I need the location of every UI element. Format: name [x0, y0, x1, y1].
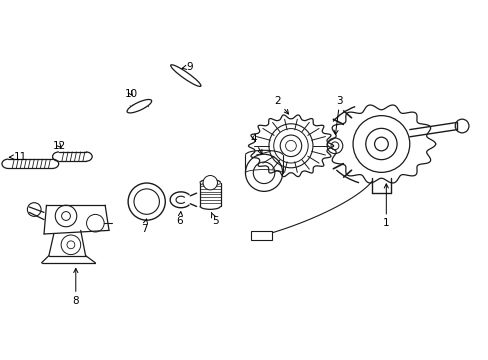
Ellipse shape — [170, 65, 201, 86]
Text: 8: 8 — [72, 269, 79, 306]
Text: 5: 5 — [211, 212, 218, 226]
Text: 4: 4 — [249, 134, 262, 154]
Text: 7: 7 — [141, 219, 147, 234]
Circle shape — [203, 176, 217, 190]
Text: 11: 11 — [9, 152, 27, 162]
Text: 6: 6 — [176, 212, 183, 226]
FancyBboxPatch shape — [250, 231, 272, 240]
Text: 10: 10 — [124, 89, 137, 99]
Text: 3: 3 — [333, 96, 343, 134]
Ellipse shape — [127, 99, 151, 113]
Text: 2: 2 — [274, 96, 288, 114]
Text: 1: 1 — [382, 184, 389, 228]
Circle shape — [454, 119, 468, 133]
Text: 12: 12 — [53, 141, 66, 151]
Text: 9: 9 — [182, 62, 193, 72]
